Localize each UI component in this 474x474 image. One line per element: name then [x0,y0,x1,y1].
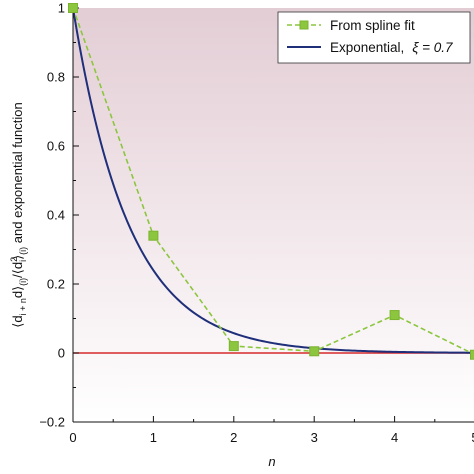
y-title-d: d [10,291,25,298]
y-title-open: ⟨d [10,315,25,327]
y-title-tail: and exponential function [10,102,25,247]
spline-fit-line [73,8,474,356]
y-tick-label: 0.2 [47,277,65,292]
y-tick-label: 0.8 [47,70,65,85]
y-title-close2: ⟩ [10,255,25,260]
x-axis-title: n [268,454,275,469]
legend-spline-marker [299,20,309,30]
spline-fit-marker [68,3,78,13]
spline-fit-marker [148,230,159,241]
y-title-sub3: i [18,260,28,262]
x-tick-label: 4 [391,430,398,445]
legend-exp-label: Exponential, ξ = 0.7 [330,40,453,55]
y-title-sub4: (i) [18,247,28,255]
y-tick-label: −0.2 [39,415,65,430]
legend-exp-name: Exponential, [330,40,404,55]
x-tick-label: 0 [69,430,76,445]
y-tick-label: 0.6 [47,139,65,154]
plot-content [73,8,474,356]
axis-ticks: −0.2 0 0.2 0.4 0.6 0.8 1 0 1 2 3 4 5 [39,1,474,446]
x-tick-label: 1 [150,430,157,445]
spline-fit-marker [389,310,400,321]
exponential-curve [73,8,474,354]
x-tick-label: 5 [471,430,474,445]
y-title-sub1: i + n [18,298,28,315]
y-title-sub2: (i) [18,278,28,286]
x-tick-label: 3 [311,430,318,445]
x-tick-label: 2 [230,430,237,445]
spline-fit-marker [228,341,239,352]
y-axis-title: ⟨di + nd⟩(i)/⟨d2i⟩(i) and exponential fu… [9,102,28,327]
y-tick-label: 0.4 [47,208,65,223]
y-title-close1: ⟩ [10,286,25,291]
legend-spline-label: From spline fit [330,18,415,33]
y-title-sup3: 2 [9,257,19,262]
spline-fit-marker [309,346,320,357]
y-tick-label: 0 [58,346,65,361]
y-tick-label: 1 [58,1,65,16]
legend: From spline fit Exponential, ξ = 0.7 [277,11,471,64]
y-title-slash: /⟨d [10,262,25,278]
plot-background [73,8,474,422]
spline-fit-marker [470,349,474,360]
legend-exp-xi: ξ = 0.7 [412,40,453,55]
legend-box [277,11,471,64]
